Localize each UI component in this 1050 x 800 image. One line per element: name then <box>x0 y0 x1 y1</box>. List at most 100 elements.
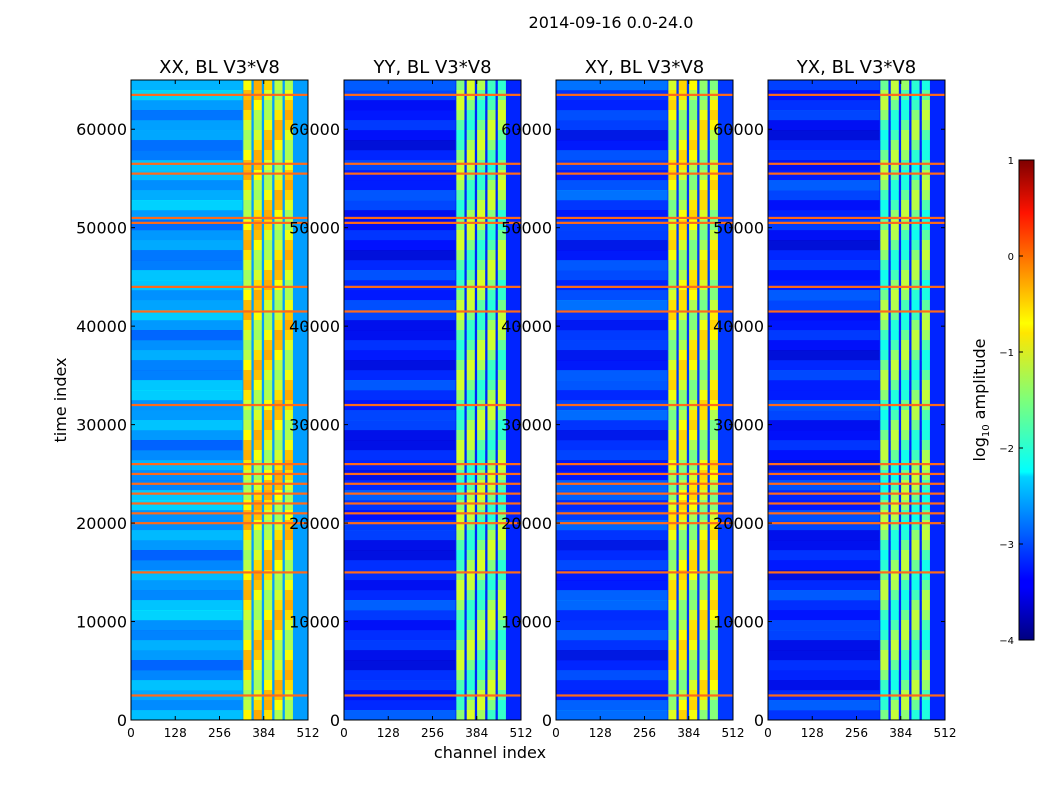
band-cell <box>678 140 687 151</box>
band-cell <box>709 670 718 681</box>
band-cell <box>689 590 698 601</box>
band-cell <box>243 540 252 551</box>
band-cell <box>890 520 899 531</box>
band-cell <box>911 310 920 321</box>
band-cell <box>264 640 273 651</box>
band-cell <box>274 500 283 511</box>
heatmap-row <box>131 460 243 471</box>
band-cell <box>466 450 475 461</box>
flagged-row <box>768 463 945 466</box>
flagged-row <box>131 221 308 224</box>
band-cell <box>466 210 475 221</box>
heatmap-row <box>768 640 880 651</box>
band-cell <box>477 130 486 141</box>
band-cell <box>487 120 496 131</box>
heatmap-row <box>556 320 668 331</box>
band-cell <box>668 560 677 571</box>
band-cell <box>709 130 718 141</box>
band-cell <box>466 290 475 301</box>
band-cell <box>466 620 475 631</box>
band-cell <box>890 170 899 181</box>
panel-title: XY, BL V3*V8 <box>585 57 704 78</box>
band-cell <box>284 620 293 631</box>
band-cell <box>709 600 718 611</box>
heatmap-row <box>768 540 880 551</box>
band-cell <box>911 270 920 281</box>
band-cell <box>466 110 475 121</box>
band-cell <box>921 710 930 721</box>
band-cell <box>678 110 687 121</box>
band-cell <box>497 330 506 341</box>
band-cell <box>709 120 718 131</box>
band-cell <box>487 610 496 621</box>
band-cell <box>699 560 708 571</box>
band-cell <box>487 290 496 301</box>
heatmap-row <box>344 390 456 401</box>
heatmap-row <box>344 210 456 221</box>
band-cell <box>253 520 262 531</box>
band-cell <box>901 320 910 331</box>
band-cell <box>243 130 252 141</box>
band-cell <box>456 80 465 91</box>
heatmap-row <box>768 410 880 421</box>
x-tick-label: 128 <box>589 726 612 740</box>
band-cell <box>243 100 252 111</box>
band-cell <box>901 210 910 221</box>
flagged-row <box>344 216 521 220</box>
band-cell <box>911 340 920 351</box>
band-cell <box>243 410 252 421</box>
band-cell <box>274 170 283 181</box>
band-cell <box>253 360 262 371</box>
band-cell <box>456 180 465 191</box>
heatmap-row <box>556 250 668 261</box>
band-cell <box>456 480 465 491</box>
band-cell <box>243 110 252 121</box>
band-cell <box>699 590 708 601</box>
band-cell <box>699 600 708 611</box>
band-cell <box>901 160 910 171</box>
band-cell <box>668 320 677 331</box>
band-cell <box>668 500 677 511</box>
band-cell <box>487 160 496 171</box>
band-cell <box>880 190 889 201</box>
band-cell <box>699 330 708 341</box>
flagged-row <box>344 472 521 476</box>
band-cell <box>709 100 718 111</box>
band-cell <box>890 670 899 681</box>
band-cell <box>477 540 486 551</box>
band-cell <box>678 620 687 631</box>
band-cell <box>456 470 465 481</box>
band-cell <box>253 340 262 351</box>
band-cell <box>477 140 486 151</box>
heatmap-panels: XX, BL V3*V80 128 256 384 512010000200003000… <box>76 57 956 740</box>
band-cell <box>890 610 899 621</box>
band-cell <box>466 490 475 501</box>
y-tick-label: 60000 <box>289 120 340 139</box>
band-cell <box>497 390 506 401</box>
band-cell <box>911 600 920 611</box>
band-cell <box>901 370 910 381</box>
band-cell <box>901 500 910 511</box>
band-cell <box>911 230 920 241</box>
band-cell <box>253 640 262 651</box>
band-cell <box>487 440 496 451</box>
band-cell <box>668 490 677 501</box>
band-cell <box>901 700 910 711</box>
band-cell <box>456 410 465 421</box>
heatmap-row <box>344 350 456 361</box>
band-cell <box>497 130 506 141</box>
heatmap-row <box>768 500 880 511</box>
band-cell <box>264 320 273 331</box>
band-cell <box>880 470 889 481</box>
band-cell <box>880 290 889 301</box>
band-cell <box>678 520 687 531</box>
band-cell <box>709 180 718 191</box>
band-cell <box>699 190 708 201</box>
band-cell <box>921 110 930 121</box>
heatmap-row <box>556 560 668 571</box>
band-cell <box>678 160 687 171</box>
heatmap-row <box>344 510 456 521</box>
band-cell <box>274 370 283 381</box>
band-cell <box>901 450 910 461</box>
band-cell <box>678 190 687 201</box>
